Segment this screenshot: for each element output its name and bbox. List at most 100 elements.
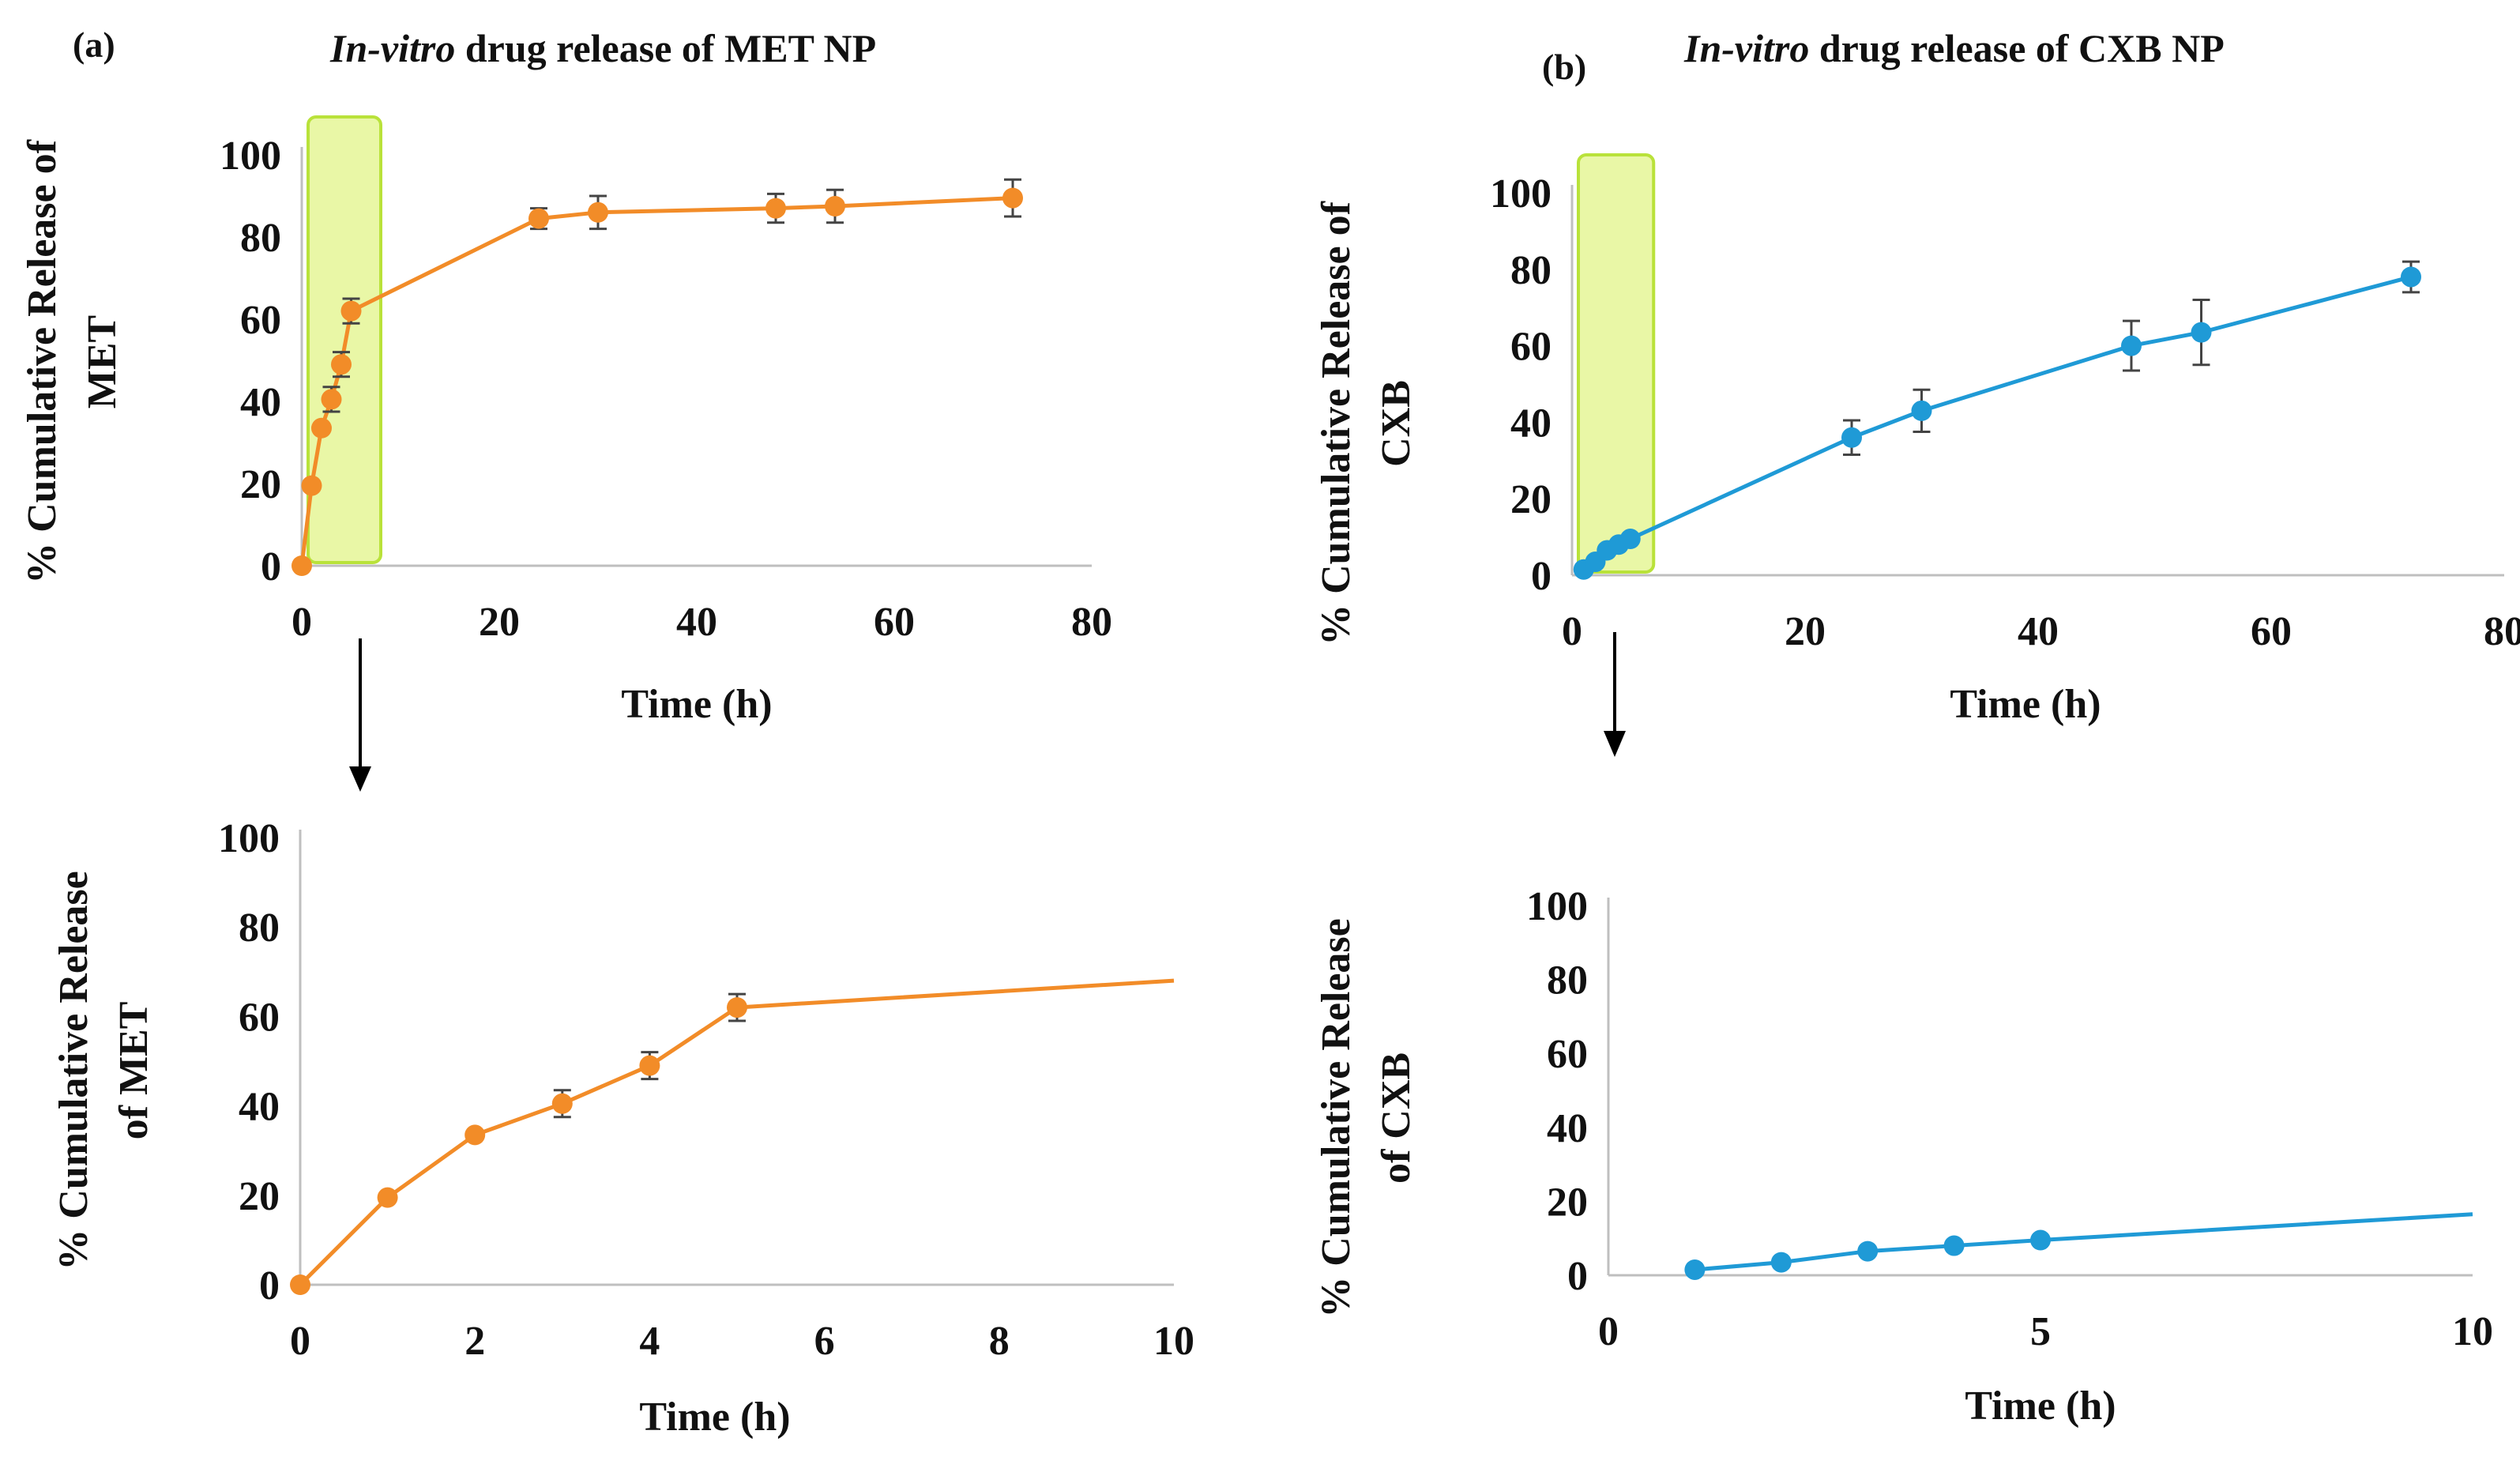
x-tick-label: 20 xyxy=(479,600,520,645)
y-tick-label: 40 xyxy=(240,380,281,425)
data-point xyxy=(551,1093,573,1114)
data-point xyxy=(1002,187,1023,209)
y-tick-label: 100 xyxy=(220,134,281,179)
x-tick-label: 0 xyxy=(290,1319,310,1364)
data-point xyxy=(2191,322,2212,343)
y-tick-label: 100 xyxy=(1526,884,1588,929)
y-tick-label: 80 xyxy=(239,905,280,951)
y-axis-title: % Cumulative Release of MET xyxy=(51,871,156,1270)
data-point xyxy=(311,417,332,439)
x-tick-label: 60 xyxy=(2251,609,2292,654)
zoom-arrow-met xyxy=(349,638,371,792)
data-point xyxy=(291,555,312,576)
y-tick-label: 40 xyxy=(1510,401,1551,446)
y-tick-label: 80 xyxy=(1547,958,1588,1003)
chart-cxb-full: 0 20 40 60 80 100 0 20 40 60 80 Time (h) % Cumulativ… xyxy=(1314,153,2520,727)
data-point xyxy=(639,1055,660,1076)
y-tick-label: 0 xyxy=(1567,1254,1588,1299)
y-axis-title-line: of MET xyxy=(111,1002,156,1140)
y-tick-label: 100 xyxy=(218,816,280,861)
x-tick-label: 10 xyxy=(1153,1319,1194,1364)
data-point xyxy=(290,1274,310,1295)
y-tick-label: 100 xyxy=(1490,171,1551,216)
y-axis-title-line: of CXB xyxy=(1374,1052,1419,1184)
y-tick-label: 20 xyxy=(1547,1180,1588,1225)
x-tick-label: 60 xyxy=(874,600,915,645)
data-point xyxy=(1770,1252,1792,1273)
y-tick-label: 60 xyxy=(239,995,280,1040)
x-tick-label: 40 xyxy=(676,600,717,645)
data-point xyxy=(588,201,608,223)
y-tick-label: 80 xyxy=(240,216,281,261)
x-axis-title: Time (h) xyxy=(621,682,772,727)
x-tick-label: 0 xyxy=(1598,1309,1619,1354)
title-cxb: In-vitro drug release of CXB NP xyxy=(1683,26,2225,70)
data-point xyxy=(1684,1259,1706,1280)
x-tick-label: 80 xyxy=(1071,600,1112,645)
data-point xyxy=(2121,335,2142,356)
y-axis-title-line: % Cumulative Release of xyxy=(20,139,65,583)
data-point xyxy=(1943,1235,1965,1256)
series-line xyxy=(1694,1212,2473,1272)
y-axis-title: % Cumulative Release of CXB xyxy=(1314,201,1419,645)
data-point xyxy=(1619,529,1641,550)
x-axis-title: Time (h) xyxy=(639,1395,790,1440)
zoom-arrow-cxb xyxy=(1604,632,1626,757)
x-tick-label: 2 xyxy=(465,1319,485,1364)
y-axis-title-line: % Cumulative Release of xyxy=(1314,201,1359,645)
y-tick-label: 60 xyxy=(240,298,281,343)
x-tick-label: 0 xyxy=(291,600,312,645)
x-axis-title: Time (h) xyxy=(1965,1384,2116,1429)
data-point xyxy=(321,389,342,410)
y-axis-title: % Cumulative Release of CXB xyxy=(1314,918,1419,1317)
chart-cxb-zoom: 0 20 40 60 80 100 0 5 10 Time (h) % Cumulative Rel… xyxy=(1314,884,2493,1429)
data-point xyxy=(528,208,549,229)
data-point xyxy=(765,198,786,219)
y-tick-label: 0 xyxy=(261,544,281,589)
data-point xyxy=(340,300,362,322)
data-point xyxy=(377,1187,398,1208)
panel-a-label: (a) xyxy=(73,24,115,65)
x-tick-label: 10 xyxy=(2452,1309,2493,1354)
y-axis-title: % Cumulative Release of MET xyxy=(20,139,125,583)
y-tick-label: 0 xyxy=(1531,554,1551,599)
y-axis-title-line: % Cumulative Release xyxy=(1314,918,1359,1317)
x-tick-label: 5 xyxy=(2030,1309,2051,1354)
x-axis-title: Time (h) xyxy=(1950,682,2101,727)
chart-met-full: 0 20 40 60 80 100 0 20 40 60 80 Time (h) % Cumulativ… xyxy=(20,115,1112,727)
data-point xyxy=(825,196,845,216)
y-tick-label: 40 xyxy=(1547,1106,1588,1151)
y-tick-label: 80 xyxy=(1510,248,1551,293)
y-tick-label: 0 xyxy=(259,1263,280,1308)
panel-b-label: (b) xyxy=(1542,47,1586,87)
title-met: In-vitro drug release of MET NP xyxy=(329,26,876,70)
y-tick-label: 60 xyxy=(1510,325,1551,370)
data-point xyxy=(465,1124,486,1146)
x-tick-label: 4 xyxy=(639,1319,660,1364)
data-point xyxy=(301,475,322,496)
x-tick-label: 80 xyxy=(2484,609,2520,654)
x-tick-label: 40 xyxy=(2018,609,2059,654)
y-tick-label: 20 xyxy=(240,462,281,507)
data-point xyxy=(331,354,352,375)
data-point xyxy=(2401,266,2421,288)
data-point xyxy=(727,997,747,1018)
x-tick-label: 0 xyxy=(1562,609,1582,654)
y-axis-title-line: MET xyxy=(80,315,125,408)
y-tick-label: 60 xyxy=(1547,1032,1588,1077)
data-point xyxy=(1841,427,1862,448)
y-axis-title-line: CXB xyxy=(1374,380,1419,467)
y-tick-label: 20 xyxy=(239,1174,280,1219)
data-point xyxy=(2030,1229,2051,1251)
y-axis-title-line: % Cumulative Release xyxy=(51,871,96,1270)
x-tick-label: 8 xyxy=(989,1319,1010,1364)
y-tick-label: 40 xyxy=(239,1085,280,1130)
x-tick-label: 20 xyxy=(1785,609,1826,654)
highlight-box xyxy=(1577,153,1656,574)
x-tick-label: 6 xyxy=(814,1319,835,1364)
y-tick-label: 20 xyxy=(1510,477,1551,522)
data-point xyxy=(1857,1241,1879,1262)
data-point xyxy=(1911,400,1932,421)
chart-met-zoom: 0 20 40 60 80 100 0 2 4 6 8 10 Time (h) % Cumulative … xyxy=(51,816,1194,1440)
